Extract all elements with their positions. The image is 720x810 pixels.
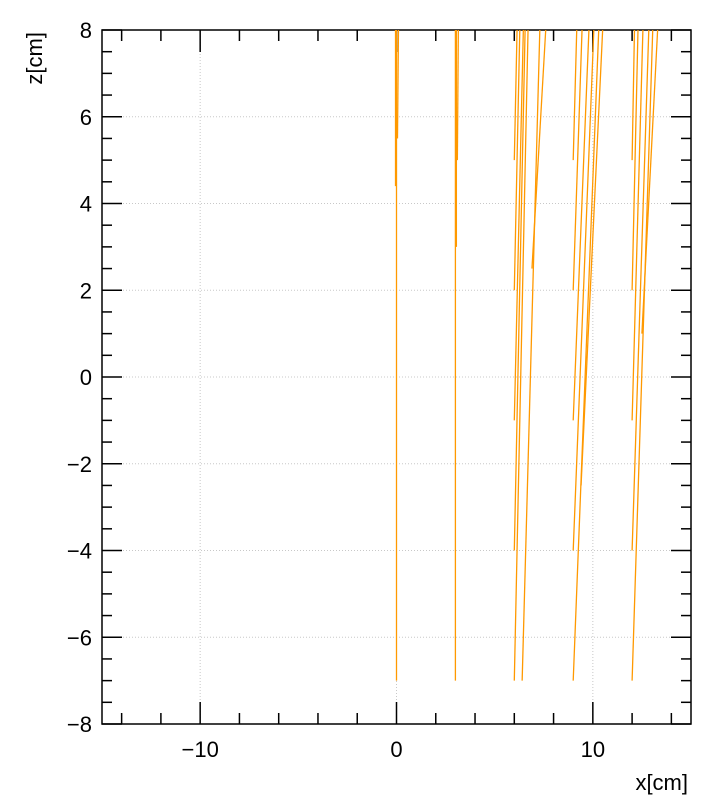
track-line bbox=[513, 29, 526, 551]
track-line bbox=[456, 29, 459, 161]
track-line bbox=[631, 29, 650, 551]
y-tick-label: 2 bbox=[80, 278, 92, 303]
track-line bbox=[631, 29, 639, 291]
x-axis-title: x[cm] bbox=[635, 770, 688, 795]
track-line bbox=[513, 29, 521, 291]
y-tick-label: −2 bbox=[67, 452, 92, 477]
track-line bbox=[572, 29, 583, 291]
track-line bbox=[513, 29, 529, 681]
x-tick-label: 0 bbox=[390, 737, 402, 762]
track-line bbox=[572, 29, 590, 421]
x-tick-label: 10 bbox=[581, 737, 605, 762]
y-tick-label: 6 bbox=[80, 105, 92, 130]
y-tick-label: 4 bbox=[80, 192, 92, 217]
track-line bbox=[531, 29, 547, 269]
track-line bbox=[580, 29, 604, 486]
y-tick-label: 0 bbox=[80, 365, 92, 390]
y-tick-label: 8 bbox=[80, 18, 92, 43]
axis-ticks bbox=[102, 29, 691, 725]
track-line bbox=[572, 29, 595, 551]
y-axis-title: z[cm] bbox=[22, 32, 47, 85]
track-line bbox=[631, 29, 654, 681]
track-line bbox=[631, 29, 644, 421]
x-tick-label: −10 bbox=[182, 737, 219, 762]
track-line bbox=[513, 29, 524, 421]
track-line bbox=[513, 29, 518, 161]
track-line bbox=[521, 29, 541, 681]
track-line bbox=[641, 29, 659, 334]
y-tick-label: −4 bbox=[67, 539, 92, 564]
track-line bbox=[631, 29, 636, 161]
y-tick-label: −6 bbox=[67, 625, 92, 650]
track-line bbox=[572, 29, 600, 681]
track-line bbox=[396, 29, 400, 139]
track-series bbox=[394, 29, 659, 681]
tick-labels: −10 0 10 −8 −6 −4 −2 0 2 4 6 8 bbox=[67, 18, 605, 762]
y-tick-label: −8 bbox=[67, 712, 92, 737]
track-line bbox=[572, 29, 578, 161]
